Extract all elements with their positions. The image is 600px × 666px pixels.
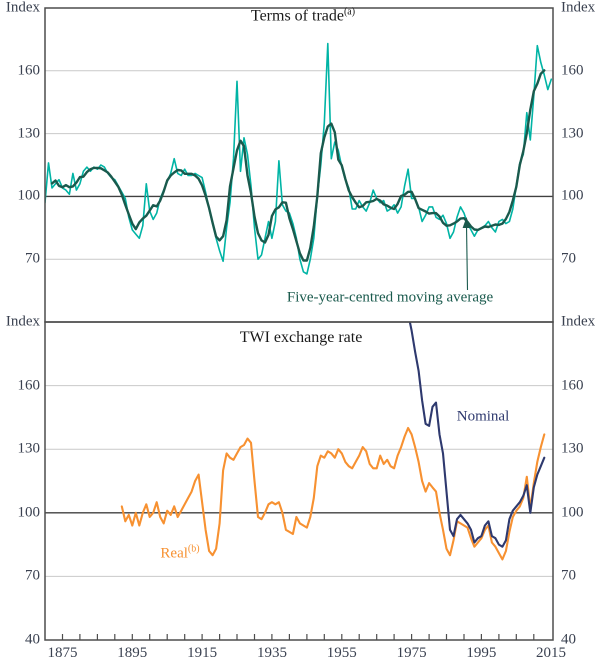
- y-tick-label-left-40: 40: [25, 631, 40, 648]
- top-panel-title: Terms of trade(a): [251, 6, 355, 25]
- y-tick-label-right-160: 160: [561, 377, 584, 394]
- footnote-marker-b: (b): [187, 543, 200, 555]
- panel-frame-top: [44, 7, 554, 323]
- y-tick-label-right-100: 100: [561, 504, 584, 521]
- y-axis-unit-left-1: Index: [5, 313, 40, 330]
- panel-frame-bottom: [44, 321, 554, 641]
- y-axis-unit-left-0: Index: [5, 0, 40, 16]
- bottom-panel-title: TWI exchange rate: [239, 329, 363, 346]
- x-tick-label-1915: 1915: [187, 645, 218, 661]
- y-tick-label-left-160: 160: [17, 62, 41, 79]
- y-tick-label-left-70: 70: [25, 567, 40, 584]
- y-tick-label-left-160: 160: [17, 377, 41, 394]
- x-tick-label-2015: 2015: [536, 645, 566, 661]
- annotation-arrow: [462, 217, 471, 291]
- y-tick-label-right-100: 100: [561, 187, 584, 204]
- real-series-label: Real(b): [160, 544, 199, 563]
- top-panel-title-text: Terms of trade: [250, 7, 344, 25]
- y-tick-label-left-100: 100: [17, 187, 41, 204]
- y-tick-label-left-100: 100: [17, 504, 41, 521]
- footnote-marker-a: (a): [343, 6, 356, 18]
- y-tick-label-right-160: 160: [561, 62, 584, 79]
- y-axis-unit-right-0: Index: [561, 0, 596, 16]
- x-tick-label-1995: 1995: [466, 645, 497, 661]
- x-tick-label-1875: 1875: [47, 645, 78, 661]
- real-series-label-text: Real: [160, 545, 188, 562]
- y-tick-label-right-130: 130: [561, 125, 584, 142]
- y-axis-unit-right-1: Index: [561, 313, 596, 330]
- y-tick-label-right-130: 130: [561, 440, 584, 457]
- y-tick-label-right-40: 40: [561, 631, 576, 648]
- y-tick-label-left-70: 70: [25, 250, 40, 267]
- x-tick-label-1935: 1935: [256, 645, 287, 661]
- x-tick-label-1895: 1895: [117, 645, 148, 661]
- y-tick-label-left-130: 130: [17, 125, 41, 142]
- y-tick-label-left-130: 130: [17, 440, 41, 457]
- nominal-series-label: Nominal: [456, 408, 510, 425]
- x-tick-label-1955: 1955: [326, 645, 357, 661]
- y-tick-label-right-70: 70: [561, 250, 576, 267]
- moving-average-annotation: Five-year-centred moving average: [286, 289, 494, 306]
- x-tick-label-1975: 1975: [396, 645, 427, 661]
- y-tick-label-right-70: 70: [561, 567, 576, 584]
